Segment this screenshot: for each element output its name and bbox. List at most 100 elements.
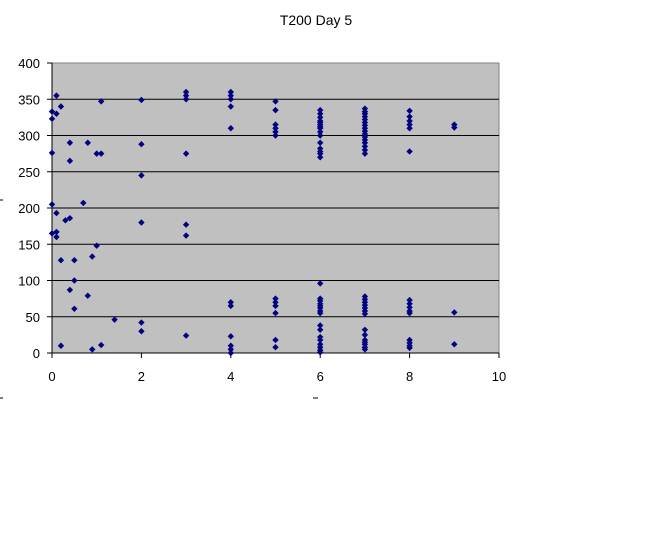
data-point — [93, 242, 100, 249]
x-tick-label: 4 — [227, 369, 234, 384]
y-tick-label: 250 — [18, 165, 40, 180]
data-point — [272, 132, 279, 139]
data-point — [182, 221, 190, 228]
y-tick-label: 50 — [26, 310, 40, 325]
data-point — [317, 154, 324, 161]
data-point — [272, 309, 279, 317]
data-point — [361, 310, 369, 318]
x-axis-ticks: 0 2 4 6 8 10 — [48, 353, 506, 384]
data-point — [84, 139, 91, 146]
data-point — [272, 125, 279, 132]
data-point — [272, 344, 279, 351]
data-point — [317, 280, 324, 287]
data-point — [53, 92, 60, 99]
data-point — [97, 150, 105, 157]
data-point — [361, 331, 369, 339]
x-tick-label: 8 — [406, 369, 413, 384]
data-point — [138, 141, 145, 148]
data-point — [317, 322, 324, 329]
data-point — [272, 128, 279, 136]
data-point — [71, 277, 78, 284]
y-axis-ticks: 0 50 100 150 200 250 300 350 400 — [18, 56, 52, 361]
data-point — [272, 295, 279, 302]
data-point — [317, 125, 324, 132]
data-point — [138, 219, 145, 226]
data-point — [57, 257, 65, 264]
data-point — [182, 232, 190, 239]
y-tick-label: 300 — [18, 129, 40, 144]
data-point — [227, 96, 234, 103]
data-point — [361, 346, 369, 353]
x-tick-label: 6 — [317, 369, 324, 384]
data-point — [227, 103, 234, 110]
data-point — [317, 336, 324, 344]
data-point — [48, 230, 56, 237]
data-points — [48, 88, 458, 357]
data-point — [227, 342, 234, 349]
data-point — [182, 150, 190, 157]
y-tick-label: 350 — [18, 92, 40, 107]
data-point — [53, 233, 60, 241]
data-point — [111, 316, 118, 323]
data-point — [317, 110, 324, 117]
data-point — [227, 346, 234, 353]
data-point — [317, 132, 324, 139]
data-point — [451, 124, 458, 131]
data-point — [48, 149, 56, 157]
data-point — [97, 98, 105, 105]
data-point — [406, 300, 413, 307]
data-point — [406, 344, 413, 352]
data-point — [66, 157, 74, 165]
data-point — [317, 150, 324, 157]
data-point — [272, 98, 279, 105]
data-point — [272, 106, 279, 114]
data-point — [451, 341, 458, 348]
data-point — [48, 108, 56, 115]
data-point — [317, 128, 324, 136]
data-point — [138, 319, 145, 326]
data-point — [62, 217, 69, 224]
data-point — [227, 299, 234, 306]
data-point — [66, 214, 74, 222]
data-point — [317, 326, 324, 333]
data-point — [53, 110, 60, 117]
data-point — [361, 146, 369, 154]
y-tick-label: 400 — [18, 56, 40, 71]
y-tick-label: 200 — [18, 201, 40, 216]
data-point — [93, 150, 100, 157]
data-point — [71, 257, 78, 264]
data-point — [406, 304, 413, 311]
data-point — [80, 199, 87, 207]
data-point — [272, 336, 279, 344]
data-point — [317, 349, 324, 356]
data-point — [57, 103, 65, 110]
data-point — [138, 328, 145, 335]
data-point — [227, 349, 234, 357]
data-point — [227, 125, 234, 132]
data-point — [227, 333, 234, 340]
data-point — [48, 115, 56, 123]
data-point — [317, 114, 324, 121]
x-tick-label: 2 — [138, 369, 145, 384]
data-point — [361, 139, 369, 146]
data-point — [406, 107, 413, 115]
data-point — [182, 96, 190, 103]
x-tick-label: 0 — [48, 369, 55, 384]
data-point — [406, 117, 413, 125]
data-point — [406, 121, 413, 128]
data-point — [317, 139, 324, 146]
data-point — [57, 342, 65, 349]
data-point — [89, 346, 96, 353]
data-point — [361, 150, 369, 157]
data-point — [138, 96, 145, 104]
data-point — [97, 341, 105, 349]
data-point — [406, 296, 413, 304]
data-point — [272, 299, 279, 306]
data-point — [272, 302, 279, 310]
data-point — [317, 106, 324, 114]
data-point — [84, 292, 91, 299]
data-point — [227, 302, 234, 310]
data-point — [89, 253, 96, 260]
data-point — [66, 139, 74, 146]
data-point — [182, 332, 190, 339]
